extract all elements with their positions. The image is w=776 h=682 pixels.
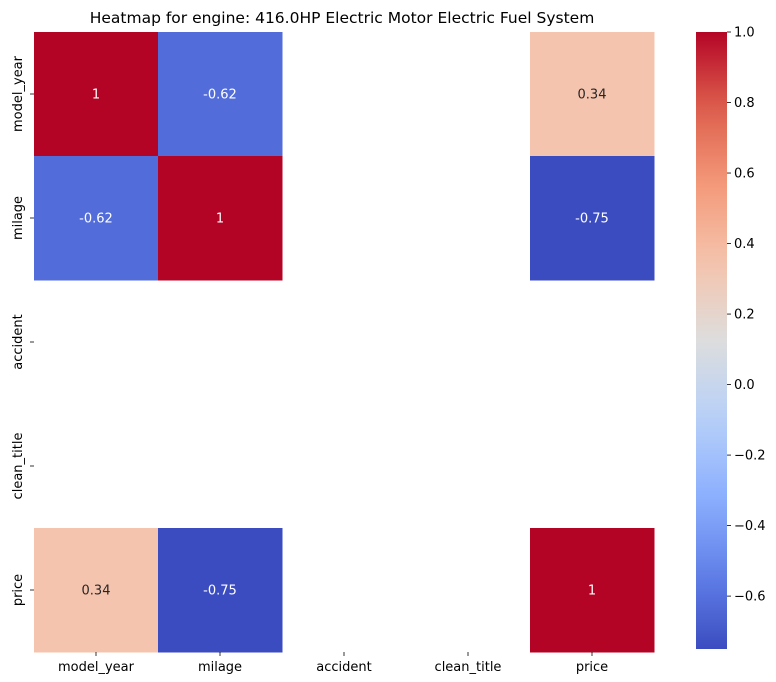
cell-annotation: 0.34 bbox=[578, 88, 607, 103]
x-axis: model_year milage accident clean_title price bbox=[58, 652, 608, 675]
colorbar-tick-label: 0.0 bbox=[734, 378, 755, 393]
x-tick-label: model_year bbox=[58, 660, 135, 675]
heatmap-cell bbox=[530, 156, 655, 281]
x-tick-label: milage bbox=[198, 660, 242, 675]
colorbar-tick-label: 0.6 bbox=[734, 167, 755, 182]
cell-annotation: 1 bbox=[588, 584, 596, 599]
y-tick-label: model_year bbox=[11, 55, 26, 132]
cell-annotation: 1 bbox=[216, 212, 224, 227]
heatmap-cell bbox=[530, 32, 655, 157]
chart-title: Heatmap for engine: 416.0HP Electric Mot… bbox=[90, 9, 595, 27]
y-tick-label: accident bbox=[11, 314, 26, 369]
heatmap-cell bbox=[158, 528, 283, 653]
colorbar-tick-label: 1.0 bbox=[734, 26, 755, 41]
y-tick-label: price bbox=[11, 574, 26, 606]
cell-annotation: -0.75 bbox=[203, 584, 237, 599]
colorbar-ticks: 1.0 0.8 0.6 0.4 0.2 0.0 −0.2 −0.4 −0.6 bbox=[727, 26, 766, 605]
colorbar-tick-label: −0.6 bbox=[734, 590, 766, 605]
y-tick-label: milage bbox=[11, 196, 26, 240]
cell-annotation: -0.62 bbox=[79, 212, 113, 227]
heatmap-cell bbox=[530, 528, 655, 653]
colorbar bbox=[696, 32, 727, 649]
heatmap-cell bbox=[34, 32, 159, 157]
cell-annotation: -0.62 bbox=[203, 88, 237, 103]
heatmap-cells: 1 -0.62 0.34 -0.62 1 -0.75 0.34 -0.75 1 bbox=[34, 32, 655, 653]
colorbar-tick-label: 0.8 bbox=[734, 96, 755, 111]
cell-annotation: -0.75 bbox=[575, 212, 609, 227]
colorbar-tick-label: −0.4 bbox=[734, 519, 766, 534]
heatmap-cell bbox=[158, 156, 283, 281]
x-tick-label: accident bbox=[316, 660, 371, 675]
cell-annotation: 0.34 bbox=[82, 584, 111, 599]
heatmap-cell bbox=[34, 528, 159, 653]
heatmap-cell bbox=[158, 32, 283, 157]
x-tick-label: price bbox=[576, 660, 608, 675]
heatmap-cell bbox=[34, 156, 159, 281]
colorbar-tick-label: −0.2 bbox=[734, 449, 766, 464]
colorbar-tick-label: 0.4 bbox=[734, 237, 755, 252]
colorbar-tick-label: 0.2 bbox=[734, 308, 755, 323]
y-tick-label: clean_title bbox=[11, 433, 26, 500]
cell-annotation: 1 bbox=[92, 88, 100, 103]
x-tick-label: clean_title bbox=[435, 660, 502, 675]
